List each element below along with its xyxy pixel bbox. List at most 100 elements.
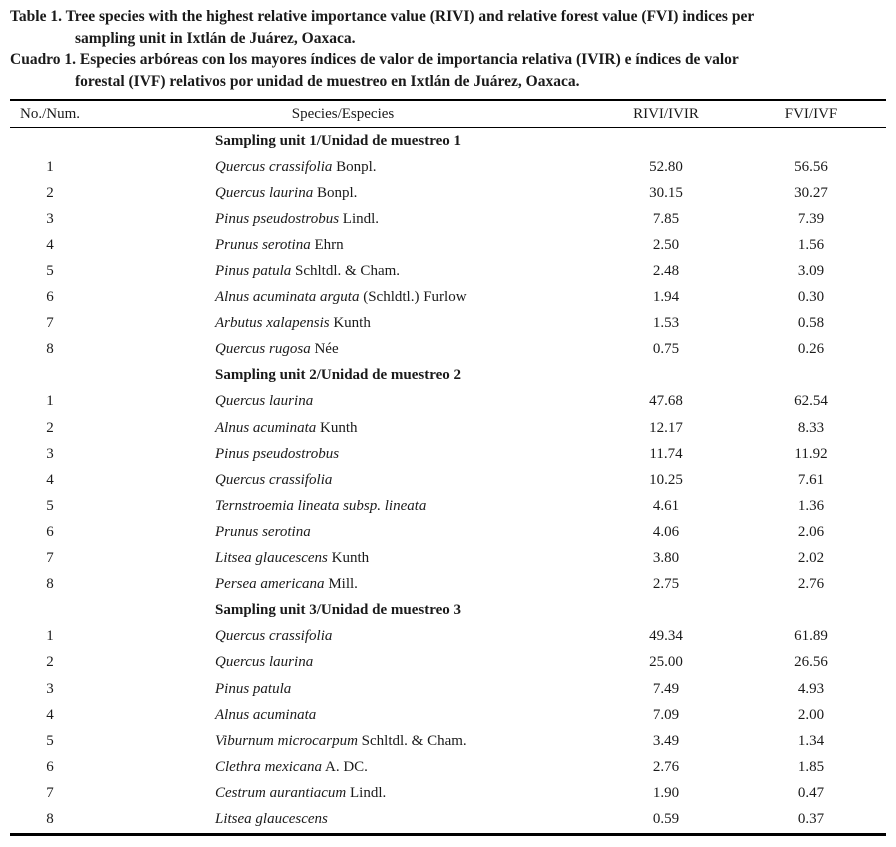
species-name: Viburnum microcarpum Schltdl. & Cham. [90, 733, 596, 750]
table-body: Sampling unit 1/Unidad de muestreo 1 1 Que… [10, 128, 886, 833]
fvi-value: 2.06 [797, 523, 825, 540]
species-scientific-name: Pinus pseudostrobus [215, 210, 340, 227]
caption-es-line-1: Cuadro 1. Especies arbóreas con los mayo… [10, 51, 739, 68]
fvi-value: 2.02 [797, 550, 825, 567]
species-name: Persea americana Mill. [90, 576, 596, 593]
species-scientific-name: Quercus laurina [215, 654, 314, 671]
species-authority: Bonpl. [336, 158, 377, 175]
species-name: Quercus crassifolia Bonpl. [90, 159, 596, 176]
species-scientific-name: Quercus crassifolia [215, 158, 333, 175]
species-name: Quercus laurina [90, 654, 596, 671]
rivi-value: 1.90 [652, 784, 680, 801]
row-number: 2 [46, 419, 54, 436]
rivi-value: 2.76 [652, 758, 680, 775]
caption-en-line-1: Table 1. Tree species with the highest r… [10, 8, 755, 25]
caption-es-line-2: forestal (IVF) relativos por unidad de m… [75, 72, 580, 90]
species-authority: Bonpl. [316, 184, 358, 201]
species-scientific-name: Quercus laurina [215, 184, 314, 201]
row-number: 7 [46, 784, 54, 801]
table-row: 4 Prunus serotina Ehrn 2.50 1.56 [10, 232, 886, 258]
row-number: 4 [46, 236, 54, 253]
species-scientific-name: Quercus crassifolia [215, 471, 333, 488]
fvi-value: 0.26 [797, 341, 825, 358]
species-name: Alnus acuminata arguta (Schldtl.) Furlow [90, 289, 596, 306]
species-scientific-name: Alnus acuminata [215, 419, 317, 436]
table-row: 3 Pinus pseudostrobus 11.74 11.92 [10, 441, 886, 467]
row-number: 5 [46, 263, 54, 280]
row-number: 2 [46, 654, 54, 671]
fvi-value: 7.39 [797, 210, 825, 227]
species-scientific-name: Persea americana [215, 576, 325, 593]
fvi-value: 8.33 [797, 419, 825, 436]
species-authority: (Schldtl.) Furlow [363, 289, 467, 306]
species-authority: Schltdl. & Cham. [295, 263, 401, 280]
fvi-value: 4.93 [797, 680, 825, 697]
table-row: 2 Quercus laurina 25.00 26.56 [10, 650, 886, 676]
section-row: Sampling unit 3/Unidad de muestreo 3 [10, 598, 886, 624]
rivi-value: 30.15 [649, 184, 683, 201]
species-scientific-name: Pinus pseudostrobus [215, 445, 340, 462]
row-number: 3 [46, 680, 54, 697]
table-row: 7 Arbutus xalapensis Kunth 1.53 0.58 [10, 311, 886, 337]
rivi-value: 7.85 [652, 210, 680, 227]
fvi-value: 0.37 [797, 810, 825, 827]
species-authority: Kunth [320, 419, 358, 436]
fvi-value: 1.34 [797, 732, 825, 749]
species-name: Quercus laurina Bonpl. [90, 185, 596, 202]
row-number: 5 [46, 732, 54, 749]
rivi-value: 3.80 [652, 550, 680, 567]
rivi-value: 52.80 [649, 158, 683, 175]
row-number: 1 [46, 158, 54, 175]
row-number: 1 [46, 628, 54, 645]
column-header-num: No./Num. [20, 105, 80, 122]
species-scientific-name: Clethra mexicana [215, 758, 323, 775]
rivi-value: 7.49 [652, 680, 680, 697]
rivi-value: 0.75 [652, 341, 680, 358]
fvi-value: 1.56 [797, 236, 825, 253]
species-name: Pinus pseudostrobus [90, 446, 596, 463]
species-name: Quercus rugosa Née [90, 341, 596, 358]
row-number: 6 [46, 758, 54, 775]
species-name: Litsea glaucescens Kunth [90, 550, 596, 567]
table-row: 2 Quercus laurina Bonpl. 30.15 30.27 [10, 180, 886, 206]
table-row: 5 Ternstroemia lineata subsp. lineata 4.61… [10, 493, 886, 519]
rivi-value: 11.74 [649, 445, 683, 462]
rivi-value: 1.53 [652, 315, 680, 332]
fvi-value: 7.61 [797, 471, 825, 488]
fvi-value: 26.56 [794, 654, 828, 671]
species-scientific-name: Arbutus xalapensis [215, 315, 330, 332]
rivi-value: 2.75 [652, 576, 680, 593]
rivi-value: 0.59 [652, 810, 680, 827]
data-table: No./Num. Species/Especies RIVI/IVIR FVI/… [10, 99, 886, 836]
species-name: Clethra mexicana A. DC. [90, 759, 596, 776]
column-header-fvi: FVI/IVF [784, 105, 838, 122]
species-name: Alnus acuminata Kunth [90, 420, 596, 437]
species-name: Pinus patula [90, 681, 596, 698]
fvi-value: 2.76 [797, 576, 825, 593]
rivi-value: 10.25 [649, 471, 683, 488]
species-name: Prunus serotina Ehrn [90, 237, 596, 254]
row-number: 6 [46, 289, 54, 306]
table-row: 8 Persea americana Mill. 2.75 2.76 [10, 572, 886, 598]
column-header-rivi: RIVI/IVIR [633, 105, 699, 122]
column-header-species: Species/Especies [291, 105, 395, 122]
species-name: Quercus laurina [90, 393, 596, 410]
row-number: 6 [46, 523, 54, 540]
species-name: Litsea glaucescens [90, 811, 596, 828]
rivi-value: 47.68 [649, 393, 683, 410]
row-number: 8 [46, 341, 54, 358]
fvi-value: 0.58 [797, 315, 825, 332]
species-name: Prunus serotina [90, 524, 596, 541]
row-number: 8 [46, 576, 54, 593]
rivi-value: 3.49 [652, 732, 680, 749]
table-row: 8 Quercus rugosa Née 0.75 0.26 [10, 337, 886, 363]
section-row: Sampling unit 1/Unidad de muestreo 1 [10, 128, 886, 154]
fvi-value: 62.54 [794, 393, 828, 410]
species-authority: Lindl. [350, 784, 387, 801]
species-scientific-name: Prunus serotina [215, 523, 311, 540]
species-scientific-name: Pinus patula [215, 263, 292, 280]
rivi-value: 2.50 [652, 236, 680, 253]
species-name: Cestrum aurantiacum Lindl. [90, 785, 596, 802]
table-caption-es: Cuadro 1. Especies arbóreas con los mayo… [10, 49, 886, 92]
species-authority: A. DC. [325, 758, 368, 775]
